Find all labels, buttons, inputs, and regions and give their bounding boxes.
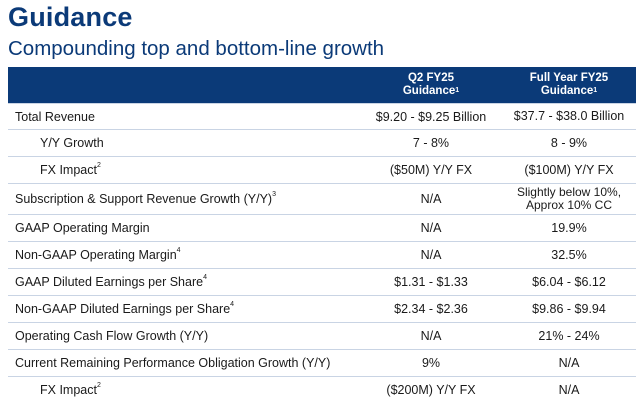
row-footnote: 2: [96, 162, 101, 169]
header-full-year-fy25: Full Year FY25 Guidance1: [502, 67, 636, 103]
table-row: Subscription & Support Revenue Growth (Y…: [8, 184, 636, 215]
row-label: Current Remaining Performance Obligation…: [8, 356, 360, 370]
row-fy-value: 32.5%: [551, 247, 587, 262]
page-title: Guidance: [8, 2, 133, 32]
row-q2-value: $9.20 - $9.25 Billion: [375, 109, 487, 124]
row-fy-value: N/A: [558, 382, 580, 397]
row-fy-value: $37.7 - $38.0 Billion: [513, 109, 625, 123]
header-q2-footnote: 1: [455, 87, 460, 94]
table-row: Non-GAAP Diluted Earnings per Share4 $2.…: [8, 296, 636, 323]
row-q2-value: $1.31 - $1.33: [394, 275, 468, 289]
row-fy-value: $6.04 - $6.12: [532, 274, 606, 289]
table-row: GAAP Operating Margin N/A 19.9%: [8, 215, 636, 242]
header-blank-cell: [8, 67, 360, 103]
header-q2-fy25: Q2 FY25 Guidance1: [360, 67, 502, 103]
row-footnote: 4: [230, 301, 235, 308]
row-q2-value: N/A: [420, 248, 442, 262]
header-fy-footnote: 1: [593, 87, 598, 94]
row-label: Non-GAAP Operating Margin4: [8, 247, 360, 262]
guidance-table: Q2 FY25 Guidance1 Full Year FY25 Guidanc…: [8, 67, 636, 400]
row-label-text: Non-GAAP Operating Margin: [15, 248, 177, 262]
table-row: FX Impact2 ($200M) Y/Y FX N/A: [8, 377, 636, 400]
page-subtitle: Compounding top and bottom-line growth: [8, 37, 385, 60]
row-footnote: 3: [272, 191, 276, 198]
row-q2-value: ($200M) Y/Y FX: [386, 383, 476, 397]
row-fy-value: $9.86 - $9.94: [532, 301, 606, 316]
row-label-text: Operating Cash Flow Growth (Y/Y): [15, 329, 209, 343]
row-fy-value: 19.9%: [551, 220, 587, 235]
header-q2-line1: Q2 FY25: [407, 72, 455, 84]
header-fy-line2: Guidance: [540, 85, 594, 97]
table-header: Q2 FY25 Guidance1 Full Year FY25 Guidanc…: [8, 67, 636, 103]
row-fy-value: ($100M) Y/Y FX: [524, 162, 614, 177]
row-label-text: GAAP Diluted Earnings per Share: [15, 275, 204, 289]
table-row: Current Remaining Performance Obligation…: [8, 350, 636, 377]
row-q2-value: N/A: [420, 329, 442, 343]
row-q2-value: 7 - 8%: [412, 136, 450, 150]
table-row: Operating Cash Flow Growth (Y/Y) N/A 21%…: [8, 323, 636, 350]
row-fy-value: N/A: [558, 355, 580, 370]
table-row: GAAP Diluted Earnings per Share4 $1.31 -…: [8, 269, 636, 296]
table-row: Y/Y Growth 7 - 8% 8 - 9%: [8, 130, 636, 157]
header-fy-line2-wrap: Guidance1: [530, 85, 608, 98]
row-label-text: GAAP Operating Margin: [15, 221, 150, 235]
row-label: FX Impact2: [8, 382, 360, 397]
row-label-text: Non-GAAP Diluted Earnings per Share: [15, 302, 231, 316]
row-label: Total Revenue: [8, 110, 360, 124]
row-q2-value: N/A: [420, 221, 442, 235]
row-q2-value: $2.34 - $2.36: [394, 302, 468, 316]
header-fy-line1: Full Year FY25: [529, 72, 609, 84]
row-fy-value-line1: Slightly below 10%,: [516, 185, 622, 199]
row-label-text: Y/Y Growth: [40, 136, 104, 150]
row-footnote: 4: [176, 247, 181, 254]
header-q2-line2: Guidance: [402, 85, 456, 97]
row-footnote: 4: [203, 274, 207, 281]
row-q2-value: 9%: [421, 356, 441, 370]
row-q2-value: ($50M) Y/Y FX: [389, 163, 473, 177]
row-label-text: Total Revenue: [15, 109, 95, 124]
row-q2-value: N/A: [420, 192, 442, 206]
table-row: Total Revenue $9.20 - $9.25 Billion $37.…: [8, 103, 636, 130]
table-row: Non-GAAP Operating Margin4 N/A 32.5%: [8, 242, 636, 269]
row-fy-value: Slightly below 10%, Approx 10% CC: [502, 186, 636, 212]
row-label-text: Subscription & Support Revenue Growth (Y…: [15, 192, 273, 206]
row-fy-value-line2: Approx 10% CC: [525, 198, 613, 212]
row-fy-value: 21% - 24%: [538, 328, 600, 343]
header-q2-line2-wrap: Guidance1: [403, 85, 459, 98]
row-label: Operating Cash Flow Growth (Y/Y): [8, 329, 360, 343]
row-footnote: 2: [96, 382, 101, 389]
row-label-text: FX Impact: [40, 163, 97, 177]
row-label-text: Current Remaining Performance Obligation…: [15, 356, 331, 370]
row-fy-value: 8 - 9%: [550, 135, 588, 150]
row-label: GAAP Operating Margin: [8, 221, 360, 235]
table-row: FX Impact2 ($50M) Y/Y FX ($100M) Y/Y FX: [8, 157, 636, 184]
row-label: Y/Y Growth: [8, 136, 360, 150]
row-label: FX Impact2: [8, 162, 360, 177]
row-label: Non-GAAP Diluted Earnings per Share4: [8, 301, 360, 316]
row-label: Subscription & Support Revenue Growth (Y…: [8, 191, 360, 206]
row-label-text: FX Impact: [40, 383, 97, 397]
row-label: GAAP Diluted Earnings per Share4: [8, 274, 360, 289]
